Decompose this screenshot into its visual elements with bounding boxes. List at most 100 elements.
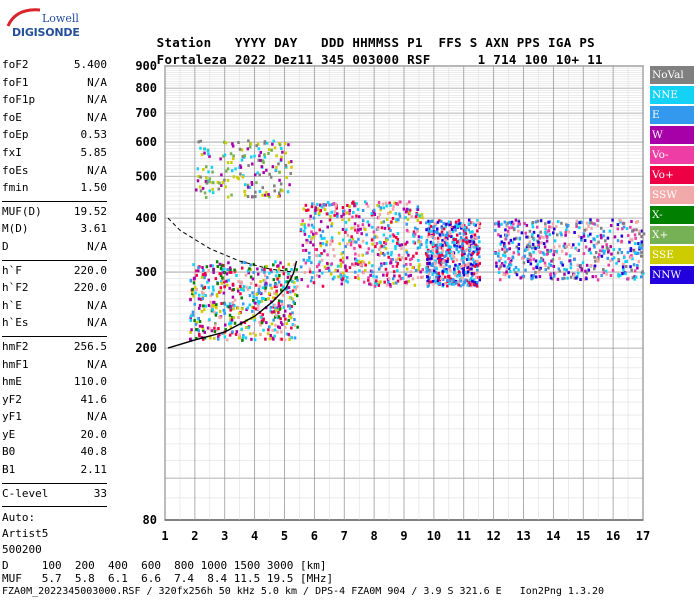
echo-point — [469, 278, 472, 282]
echo-point — [215, 306, 218, 310]
echo-point — [633, 269, 637, 273]
echo-point — [320, 252, 323, 256]
echo-point — [428, 257, 432, 261]
echo-point — [510, 222, 513, 226]
echo-point — [258, 291, 262, 295]
legend-item-sse: SSE — [650, 246, 694, 266]
echo-point — [205, 181, 209, 185]
echo-point — [308, 251, 311, 255]
echo-point — [195, 321, 199, 325]
param-name: MUF(D) — [2, 204, 42, 218]
echo-point — [405, 262, 408, 266]
echo-cluster — [299, 200, 424, 288]
echo-point — [386, 217, 389, 221]
echo-point — [391, 277, 395, 281]
echo-point — [255, 296, 258, 300]
echo-point — [315, 231, 318, 235]
echo-point — [426, 258, 429, 262]
echo-point — [377, 283, 381, 287]
echo-point — [205, 176, 208, 180]
echo-point — [470, 257, 473, 261]
echo-point — [364, 228, 367, 232]
echo-point — [309, 279, 313, 283]
echo-point — [428, 269, 432, 273]
param-value: N/A — [87, 163, 107, 177]
echo-point — [439, 242, 442, 246]
echo-point — [383, 280, 386, 284]
echo-point — [563, 242, 567, 246]
echo-point — [472, 282, 476, 286]
echo-point — [207, 152, 210, 156]
echo-point — [201, 337, 205, 341]
echo-point — [341, 205, 345, 209]
echo-point — [447, 274, 450, 278]
echo-point — [348, 205, 351, 209]
echo-point — [609, 259, 612, 263]
echo-point — [346, 211, 349, 215]
echo-point — [231, 295, 235, 299]
echo-point — [434, 222, 438, 226]
echo-point — [349, 240, 353, 244]
echo-point — [222, 154, 225, 158]
legend-item-w: W — [650, 126, 694, 146]
echo-point — [512, 251, 516, 255]
echo-point — [197, 265, 200, 269]
echo-point — [463, 224, 466, 228]
echo-point — [451, 259, 455, 263]
echo-point — [261, 313, 265, 317]
echo-point — [236, 289, 240, 293]
echo-point — [226, 167, 230, 171]
echo-point — [462, 256, 466, 260]
echo-point — [260, 315, 263, 319]
echo-point — [246, 306, 250, 310]
echo-point — [360, 263, 363, 267]
echo-point — [425, 269, 429, 273]
echo-point — [330, 211, 333, 215]
echo-point — [604, 239, 607, 243]
echo-point — [220, 262, 223, 266]
echo-point — [333, 275, 336, 279]
echo-point — [353, 222, 357, 226]
echo-point — [375, 279, 378, 283]
echo-point — [591, 275, 595, 279]
echo-point — [208, 318, 211, 322]
echo-point — [380, 262, 383, 266]
echo-point — [379, 208, 382, 212]
echo-point — [216, 335, 220, 339]
echo-point — [409, 262, 412, 266]
echo-point — [628, 240, 631, 244]
separator — [2, 259, 107, 261]
echo-point — [477, 221, 480, 225]
echo-point — [310, 237, 313, 241]
echo-point — [462, 273, 466, 277]
echo-point — [547, 220, 550, 224]
echo-point — [198, 293, 201, 297]
echo-point — [252, 314, 255, 318]
echo-point — [288, 338, 291, 342]
echo-point — [526, 235, 530, 239]
echo-point — [590, 221, 593, 225]
echo-point — [387, 255, 390, 259]
echo-point — [441, 247, 444, 251]
echo-point — [432, 254, 436, 258]
echo-point — [506, 221, 510, 225]
val-pps: 100 — [524, 52, 549, 67]
echo-point — [440, 253, 444, 257]
echo-point — [512, 228, 516, 232]
echo-point — [317, 263, 321, 267]
echo-point — [432, 269, 436, 273]
echo-point — [554, 225, 558, 229]
echo-point — [418, 245, 422, 249]
echo-point — [303, 270, 307, 274]
echo-point — [582, 232, 586, 236]
echo-point — [285, 176, 288, 180]
param-row: hmF1 N/A — [2, 358, 107, 376]
echo-point — [351, 201, 354, 205]
param-name: B0 — [2, 445, 16, 459]
echo-point — [252, 306, 256, 310]
echo-point — [388, 282, 392, 286]
echo-point — [264, 337, 267, 341]
echo-point — [569, 262, 573, 266]
echo-point — [474, 243, 477, 247]
echo-point — [467, 282, 471, 286]
